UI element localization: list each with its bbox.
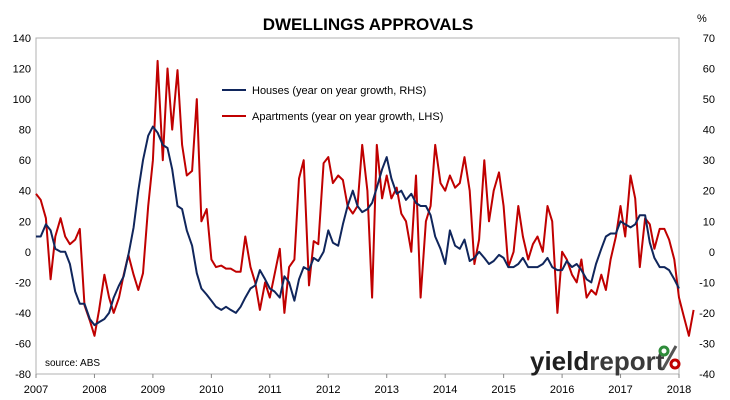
left-tick-label: -40 [15,308,31,320]
x-tick-label: 2010 [199,384,223,396]
logo-percent-icon [658,345,681,370]
x-axis: 2007 2008 2009 2010 2011 2012 2013 2014 2015 2016… [24,374,691,396]
x-tick-label: 2016 [550,384,574,396]
source-note: source: ABS [45,358,100,369]
logo-text-report: report [589,346,664,376]
x-tick-label: 2018 [667,384,691,396]
series-line-apartments [35,59,695,337]
x-tick-label: 2012 [316,384,340,396]
left-tick-label: -60 [15,338,31,350]
right-tick-label: -10 [699,277,715,289]
right-tick-label: 10 [703,216,715,228]
x-tick-label: 2014 [433,384,457,396]
right-tick-label: -40 [699,369,715,381]
series-layer [35,59,695,337]
left-tick-label: 0 [25,247,31,259]
plot-area-border [35,37,680,375]
left-tick-label: -20 [15,277,31,289]
x-tick-label: 2013 [374,384,398,396]
legend: Houses (year on year growth, RHS) Apartm… [222,85,443,123]
right-axis-unit: % [697,13,707,25]
right-axis: 70 60 50 40 30 20 10 0 -10 -20 -30 -40 [699,33,715,381]
left-axis: 140 120 100 80 60 40 20 0 -20 -40 -60 -80 [13,33,31,381]
right-tick-label: 20 [703,186,715,198]
left-tick-label: 40 [19,186,31,198]
left-tick-label: 80 [19,125,31,137]
left-tick-label: 120 [13,64,31,76]
legend-label-houses: Houses (year on year growth, RHS) [252,85,426,97]
yieldreport-logo: yieldreport [530,345,681,376]
right-tick-label: 40 [703,125,715,137]
svg-text:yieldreport: yieldreport [530,346,665,376]
right-tick-label: 60 [703,64,715,76]
x-tick-label: 2009 [141,384,165,396]
x-tick-label: 2015 [491,384,515,396]
left-tick-label: -80 [15,369,31,381]
right-tick-label: 70 [703,33,715,45]
legend-label-apartments: Apartments (year on year growth, LHS) [252,111,443,123]
series-line-houses [36,125,680,327]
left-tick-label: 100 [13,94,31,106]
left-tick-label: 60 [19,155,31,167]
left-tick-label: 20 [19,216,31,228]
left-tick-label: 140 [13,33,31,45]
right-tick-label: 30 [703,155,715,167]
right-tick-label: -20 [699,308,715,320]
right-tick-label: 0 [709,247,715,259]
right-tick-label: -30 [699,338,715,350]
chart-title: DWELLINGS APPROVALS [263,15,474,34]
right-tick-label: 50 [703,94,715,106]
x-tick-label: 2011 [258,384,282,396]
x-tick-label: 2007 [24,384,48,396]
x-tick-label: 2017 [608,384,632,396]
x-tick-label: 2008 [82,384,106,396]
logo-text-yield: yield [530,346,589,376]
